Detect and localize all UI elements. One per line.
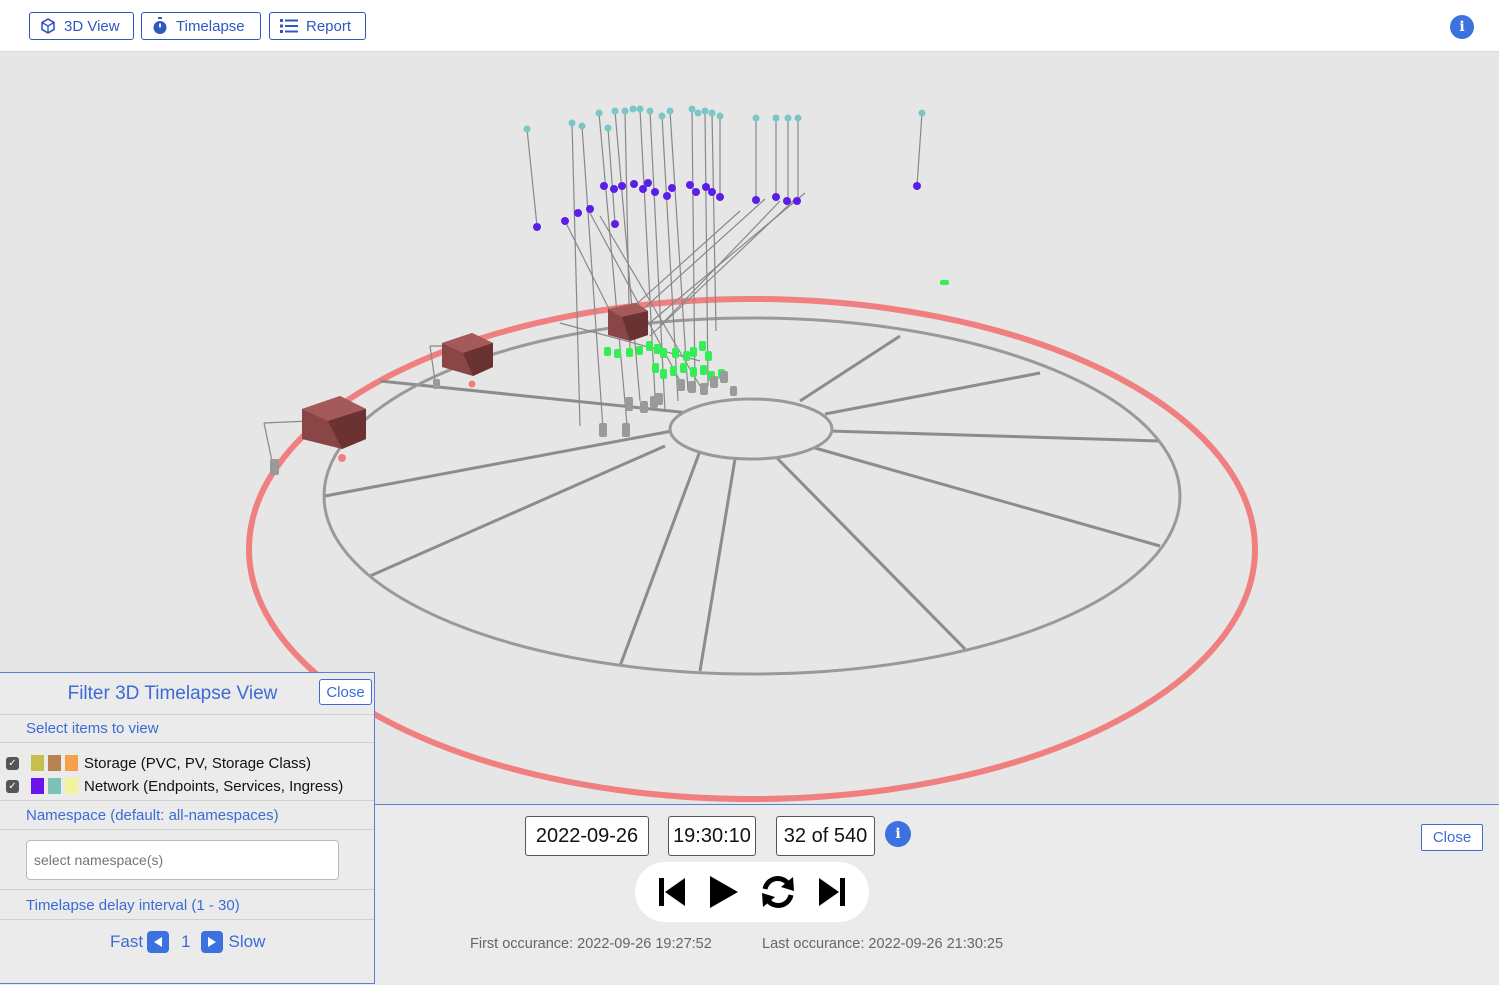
filter-panel: Filter 3D Timelapse View Close Select it… [0, 672, 375, 984]
stopwatch-icon [153, 17, 167, 34]
network-swatch [31, 778, 44, 794]
skip-back-icon[interactable] [657, 876, 687, 908]
service-nodes [533, 179, 921, 231]
node-cube-2[interactable] [442, 333, 493, 376]
report-label: Report [306, 17, 352, 35]
3d-view-label: 3D View [64, 17, 120, 35]
decrease-delay-icon[interactable] [147, 931, 170, 953]
connector-lines [263, 108, 923, 462]
playback-controls [635, 862, 869, 922]
divider [0, 919, 374, 920]
cluster-spokes [324, 334, 1161, 672]
divider [0, 742, 374, 743]
timelapse-label: Timelapse [176, 17, 245, 35]
storage-label: Storage (PVC, PV, Storage Class) [84, 754, 312, 772]
cube-icon [41, 18, 55, 34]
top-toolbar: 3D View Timelapse Report i [0, 0, 1499, 52]
node-markers [338, 380, 476, 462]
list-icon [280, 19, 298, 33]
frame-position[interactable]: 32 of 540 [776, 816, 875, 856]
select-items-label: Select items to view [26, 720, 159, 737]
scene-canvas[interactable] [0, 51, 1499, 804]
storage-nodes [270, 371, 737, 475]
divider [0, 889, 374, 890]
storage-checkbox[interactable]: ✓ [6, 756, 19, 770]
divider [0, 829, 374, 830]
wheel-hub [668, 397, 834, 461]
wheel-rim [322, 316, 1182, 676]
filter-panel-title: Filter 3D Timelapse View [67, 683, 278, 704]
endpoint-nodes [523, 105, 926, 133]
date-display[interactable]: 2022-09-26 [525, 816, 649, 856]
delay-stepper: Fast 1 Slow [110, 931, 265, 953]
close-timelapse-button[interactable]: Close [1421, 824, 1483, 851]
network-swatch [65, 778, 78, 794]
divider [0, 714, 374, 715]
storage-swatch [31, 755, 44, 771]
info-icon[interactable]: i [1450, 15, 1474, 39]
namespace-input[interactable] [26, 840, 339, 880]
node-cube-1[interactable] [302, 396, 366, 449]
pod-nodes [604, 280, 949, 381]
network-checkbox[interactable]: ✓ [6, 779, 19, 793]
filter-item-storage[interactable]: ✓ Storage (PVC, PV, Storage Class) [6, 753, 311, 773]
3d-view-button[interactable]: 3D View [29, 12, 134, 40]
first-occurrence: First occurance: 2022-09-26 19:27:52 [470, 936, 712, 952]
filter-close-button[interactable]: Close [319, 679, 372, 705]
network-label: Network (Endpoints, Services, Ingress) [84, 777, 344, 795]
3d-cluster-scene[interactable] [0, 51, 1499, 804]
refresh-icon[interactable] [759, 875, 797, 909]
namespace-label: Namespace (default: all-namespaces) [26, 807, 279, 824]
node-cube-3[interactable] [608, 303, 648, 341]
increase-delay-icon[interactable] [200, 931, 223, 953]
filter-item-network[interactable]: ✓ Network (Endpoints, Services, Ingress) [6, 776, 343, 796]
delay-value: 1 [181, 932, 191, 951]
network-swatch [48, 778, 61, 794]
timelapse-info-icon[interactable]: i [885, 821, 911, 847]
delay-interval-label: Timelapse delay interval (1 - 30) [26, 897, 240, 914]
play-icon[interactable] [707, 874, 739, 910]
cluster-ring [246, 296, 1258, 802]
divider [0, 800, 374, 801]
slow-label: Slow [228, 932, 266, 951]
report-button[interactable]: Report [269, 12, 366, 40]
time-display[interactable]: 19:30:10 [668, 816, 756, 856]
last-occurrence: Last occurance: 2022-09-26 21:30:25 [762, 936, 1004, 952]
storage-swatch [48, 755, 61, 771]
storage-swatch [65, 755, 78, 771]
timelapse-button[interactable]: Timelapse [141, 12, 261, 40]
fast-label: Fast [110, 932, 144, 951]
skip-forward-icon[interactable] [817, 876, 847, 908]
